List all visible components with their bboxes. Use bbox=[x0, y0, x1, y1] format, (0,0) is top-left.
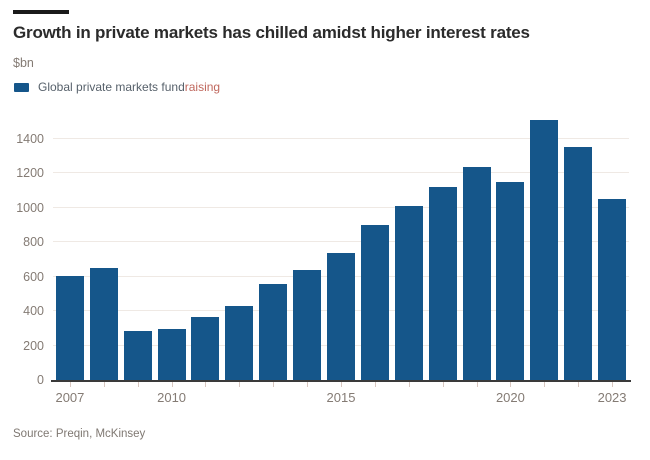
x-tick bbox=[374, 382, 376, 387]
x-tick-label: 2015 bbox=[326, 390, 356, 405]
x-tick bbox=[578, 382, 580, 387]
legend-label-main: Global private markets fund bbox=[38, 80, 185, 94]
bar-2017 bbox=[394, 206, 423, 380]
x-tick bbox=[205, 382, 207, 387]
gridline bbox=[53, 206, 629, 208]
chart-title: Growth in private markets has chilled am… bbox=[13, 23, 530, 42]
x-tick bbox=[171, 382, 173, 387]
bar-2016 bbox=[360, 224, 389, 380]
x-tick bbox=[137, 382, 139, 387]
top-dash bbox=[13, 10, 69, 14]
y-axis-labels: 0 200 400 600 800 1000 1200 1400 bbox=[0, 113, 46, 387]
bar-2008 bbox=[89, 268, 118, 380]
bar-2010 bbox=[157, 329, 186, 380]
legend-label-highlight: raising bbox=[184, 80, 221, 94]
y-tick-label: 400 bbox=[23, 304, 44, 319]
y-tick-label: 0 bbox=[37, 373, 44, 387]
x-tick bbox=[510, 382, 512, 387]
bar-2015 bbox=[327, 252, 355, 380]
x-tick bbox=[544, 382, 546, 387]
bar-2020 bbox=[496, 181, 525, 380]
gridline bbox=[53, 137, 629, 139]
x-tick bbox=[442, 382, 444, 387]
legend-label: Global private markets fundraising bbox=[38, 80, 220, 94]
bar-2019 bbox=[462, 167, 491, 380]
x-tick-label: 2020 bbox=[495, 390, 525, 405]
bar-2007 bbox=[55, 275, 84, 380]
x-tick bbox=[69, 382, 71, 387]
bar-2011 bbox=[191, 317, 220, 380]
y-tick-label: 1400 bbox=[16, 131, 44, 146]
bar-2012 bbox=[225, 305, 254, 380]
x-tick-label: 2007 bbox=[55, 390, 85, 405]
legend-swatch bbox=[14, 82, 29, 92]
bar-2021 bbox=[530, 119, 559, 380]
x-tick bbox=[408, 382, 410, 387]
source-note: Source: Preqin, McKinsey bbox=[13, 428, 146, 440]
gridline bbox=[53, 241, 629, 243]
gridline bbox=[53, 172, 629, 174]
axis-unit-label: $bn bbox=[13, 56, 34, 70]
bar-2023 bbox=[598, 199, 627, 380]
x-tick-label: 2010 bbox=[157, 390, 187, 405]
x-tick bbox=[476, 382, 478, 387]
x-tick bbox=[612, 382, 614, 387]
bar-2014 bbox=[293, 269, 322, 380]
y-tick-label: 200 bbox=[23, 338, 44, 353]
x-tick-label: 2023 bbox=[597, 390, 627, 405]
plot-area: 2007 2010 2015 2020 2023 bbox=[51, 113, 631, 405]
x-tick bbox=[103, 382, 105, 387]
y-tick-label: 1000 bbox=[16, 200, 44, 215]
bar-2018 bbox=[428, 187, 457, 380]
y-tick-label: 800 bbox=[23, 235, 44, 250]
y-tick-label: 1200 bbox=[16, 166, 44, 181]
x-tick bbox=[273, 382, 275, 387]
y-tick-label: 600 bbox=[23, 269, 44, 284]
bar-2022 bbox=[564, 147, 593, 380]
x-tick bbox=[341, 382, 342, 387]
x-tick bbox=[307, 382, 309, 387]
bar-2013 bbox=[259, 283, 288, 380]
x-axis-line bbox=[51, 380, 631, 382]
bar-2009 bbox=[123, 330, 152, 380]
legend: Global private markets fundraising bbox=[14, 80, 220, 94]
x-tick bbox=[239, 382, 241, 387]
